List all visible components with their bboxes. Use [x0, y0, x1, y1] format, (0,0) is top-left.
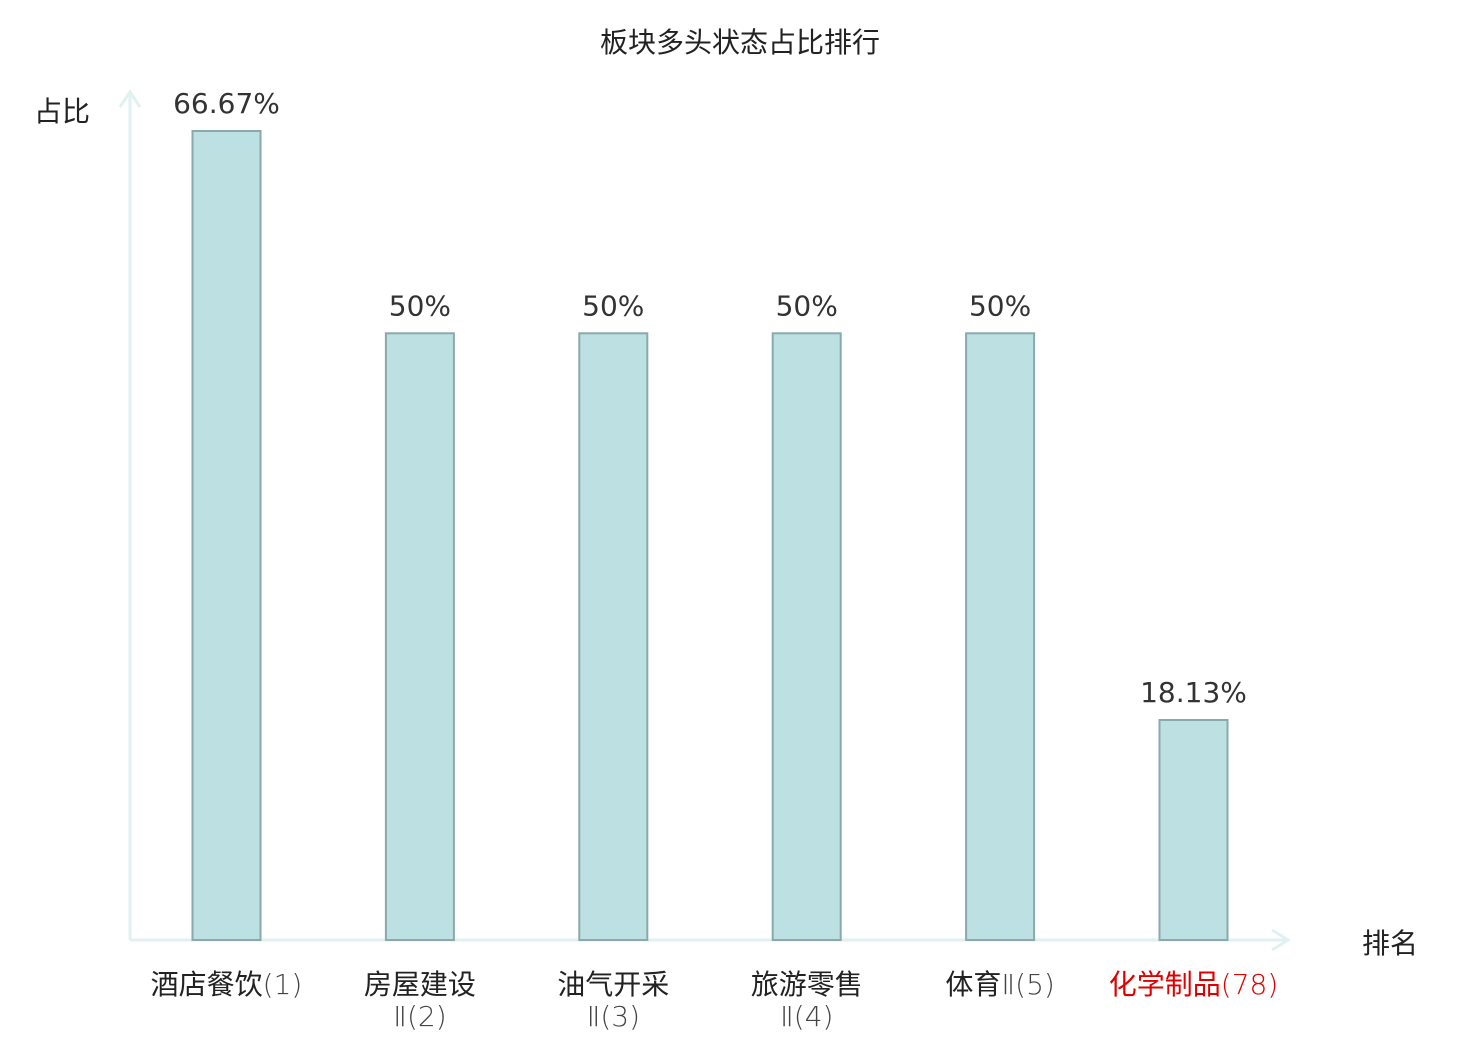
y-axis-arrow — [118, 89, 142, 108]
category-tick-label: Ⅱ(4) — [780, 1000, 833, 1033]
x-axis-label: 排名 — [1362, 927, 1418, 960]
bar-value-label: 50% — [776, 289, 838, 322]
value-labels-group: 66.67% 50% 50% 50% 50% 18.13% — [173, 87, 1247, 709]
bar-value-label: 50% — [389, 289, 451, 322]
category-tick-label: 旅游零售 — [751, 968, 863, 1001]
category-tick-label: 体育Ⅱ(5) — [945, 968, 1054, 1001]
bar-value-label: 18.13% — [1140, 676, 1247, 709]
category-tick-label: 房屋建设 — [364, 968, 476, 1001]
category-tick-label: 化学制品(78) — [1109, 968, 1279, 1001]
bar-value-label: 66.67% — [173, 87, 280, 120]
category-tick-label: Ⅱ(3) — [587, 1000, 640, 1033]
category-tick-label: Ⅱ(2) — [393, 1000, 446, 1033]
category-tick-label: 酒店餐饮(1) — [151, 968, 303, 1001]
bar — [384, 332, 455, 941]
bar — [1158, 719, 1229, 941]
x-axis-arrow — [1271, 928, 1291, 952]
bar-value-label: 50% — [969, 289, 1031, 322]
chart-title: 板块多头状态占比排行 — [600, 26, 880, 59]
bar-value-label: 50% — [582, 289, 644, 322]
y-axis-label: 占比 — [34, 95, 90, 128]
category-tick-label: 油气开采 — [557, 968, 669, 1001]
axes — [118, 89, 1291, 952]
bar — [965, 332, 1036, 941]
bar — [771, 332, 842, 941]
bars-group — [191, 130, 1229, 941]
bar — [191, 130, 262, 941]
bar — [578, 332, 649, 941]
